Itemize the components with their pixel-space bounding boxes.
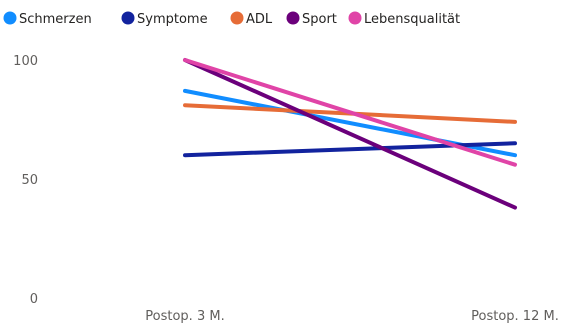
legend-label-symptome: Symptome — [137, 12, 208, 27]
y-axis: 0 50 100 — [13, 54, 38, 307]
x-axis: Postop. 3 M. Postop. 12 M. — [145, 309, 559, 324]
x-tick-label: Postop. 3 M. — [145, 309, 224, 324]
legend-marker-adl — [230, 11, 244, 25]
y-tick-label: 100 — [13, 54, 38, 69]
series-line-sport — [183, 58, 517, 210]
legend-label-adl: ADL — [246, 12, 273, 27]
legend-marker-lebensqualit-t — [348, 11, 362, 25]
chart-legend: Schmerzen Symptome ADL Sport Lebensqualität — [3, 11, 460, 27]
legend-marker-schmerzen — [3, 11, 17, 25]
legend-marker-sport — [286, 11, 300, 25]
plot-area — [183, 58, 517, 210]
legend-label-sport: Sport — [302, 12, 337, 27]
x-tick-label: Postop. 12 M. — [471, 309, 559, 324]
legend-marker-symptome — [121, 11, 135, 25]
y-tick-label: 0 — [30, 292, 38, 307]
y-tick-label: 50 — [21, 173, 38, 188]
legend-label-schmerzen: Schmerzen — [19, 12, 92, 27]
series-line-lebensqualit-t — [183, 58, 517, 167]
legend-label-lebensqualit-t: Lebensqualität — [364, 12, 460, 27]
